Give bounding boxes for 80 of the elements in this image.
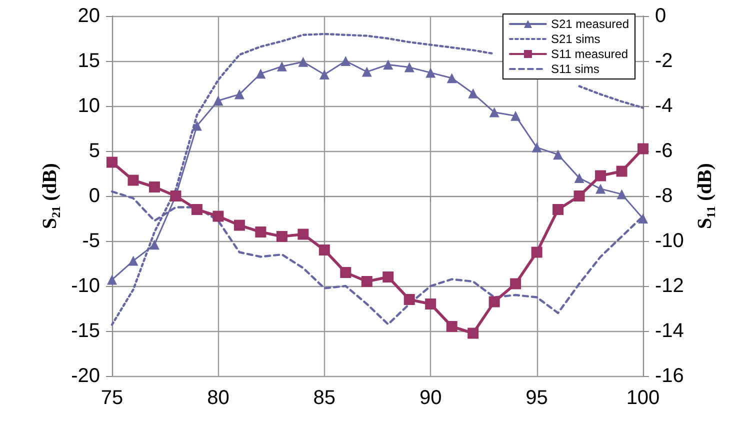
y-tick-label: 0	[88, 185, 100, 207]
point	[468, 328, 479, 339]
y-tick-label: 10	[78, 95, 100, 117]
point	[276, 231, 288, 242]
point	[212, 210, 224, 222]
point	[106, 156, 118, 168]
point	[574, 173, 584, 183]
point	[531, 246, 542, 258]
point	[255, 226, 266, 238]
point	[361, 276, 372, 287]
y-tick-label: -15	[71, 320, 100, 342]
point	[298, 228, 309, 240]
legend-label: S21 sims	[550, 32, 600, 46]
y2-tick-label: -14	[655, 320, 684, 342]
point	[595, 170, 606, 182]
x-tick-label: 90	[419, 387, 442, 409]
y-tick-label: 15	[78, 50, 100, 72]
point	[276, 61, 287, 72]
point	[638, 143, 648, 154]
legend-label: S11 sims	[550, 62, 600, 76]
point	[553, 150, 564, 160]
point	[107, 274, 117, 285]
y2-tick-label: -16	[655, 365, 684, 387]
point	[446, 321, 458, 332]
point	[488, 296, 500, 308]
point	[552, 204, 564, 215]
point	[383, 60, 394, 70]
y2-axis-title: S₁₁ (dB)	[694, 163, 716, 229]
point	[362, 66, 372, 77]
point	[128, 174, 139, 186]
y-axis-title: S₂₁ (dB)	[39, 163, 61, 229]
y2-tick-label: -6	[655, 140, 673, 162]
point	[340, 267, 352, 278]
point	[128, 256, 138, 266]
point	[574, 190, 585, 202]
point	[191, 204, 202, 215]
point	[532, 142, 542, 152]
y2-tick-label: -2	[655, 50, 673, 72]
point	[404, 62, 414, 72]
point	[256, 68, 266, 79]
x-tick-label: 85	[313, 387, 336, 409]
y-tick-label: 20	[78, 5, 100, 27]
y2-tick-label: -12	[655, 275, 684, 297]
point	[319, 70, 330, 80]
point	[149, 240, 160, 250]
point	[638, 214, 648, 224]
x-tick-label: 80	[207, 387, 230, 409]
y2-tick-label: -10	[655, 230, 684, 252]
x-tick-label: 100	[626, 387, 660, 409]
point	[234, 220, 245, 231]
legend-label: S21 measured	[550, 17, 629, 31]
legend-label: S11 measured	[550, 47, 628, 61]
point	[318, 244, 330, 256]
y-tick-label: -5	[82, 230, 100, 252]
point	[382, 272, 394, 282]
point	[298, 56, 308, 67]
point	[404, 294, 415, 305]
point	[510, 278, 522, 290]
x-tick-label: 75	[100, 387, 124, 409]
point	[234, 89, 244, 100]
point	[596, 184, 606, 194]
point	[489, 107, 500, 118]
y2-tick-label: 0	[655, 5, 666, 27]
point	[616, 189, 627, 200]
point	[510, 110, 521, 121]
point	[616, 166, 628, 177]
point	[446, 73, 457, 84]
y-tick-label: -20	[71, 365, 100, 387]
y2-tick-label: -4	[655, 95, 673, 117]
point	[468, 88, 478, 98]
point	[425, 298, 436, 310]
y-tick-label: -10	[71, 275, 100, 297]
y-tick-label: 5	[88, 140, 100, 162]
point	[426, 68, 436, 78]
point	[192, 120, 202, 131]
point	[340, 56, 351, 66]
y2-tick-label: -8	[655, 185, 673, 207]
x-tick-label: 95	[526, 387, 548, 409]
point	[148, 182, 160, 192]
point	[213, 96, 224, 106]
